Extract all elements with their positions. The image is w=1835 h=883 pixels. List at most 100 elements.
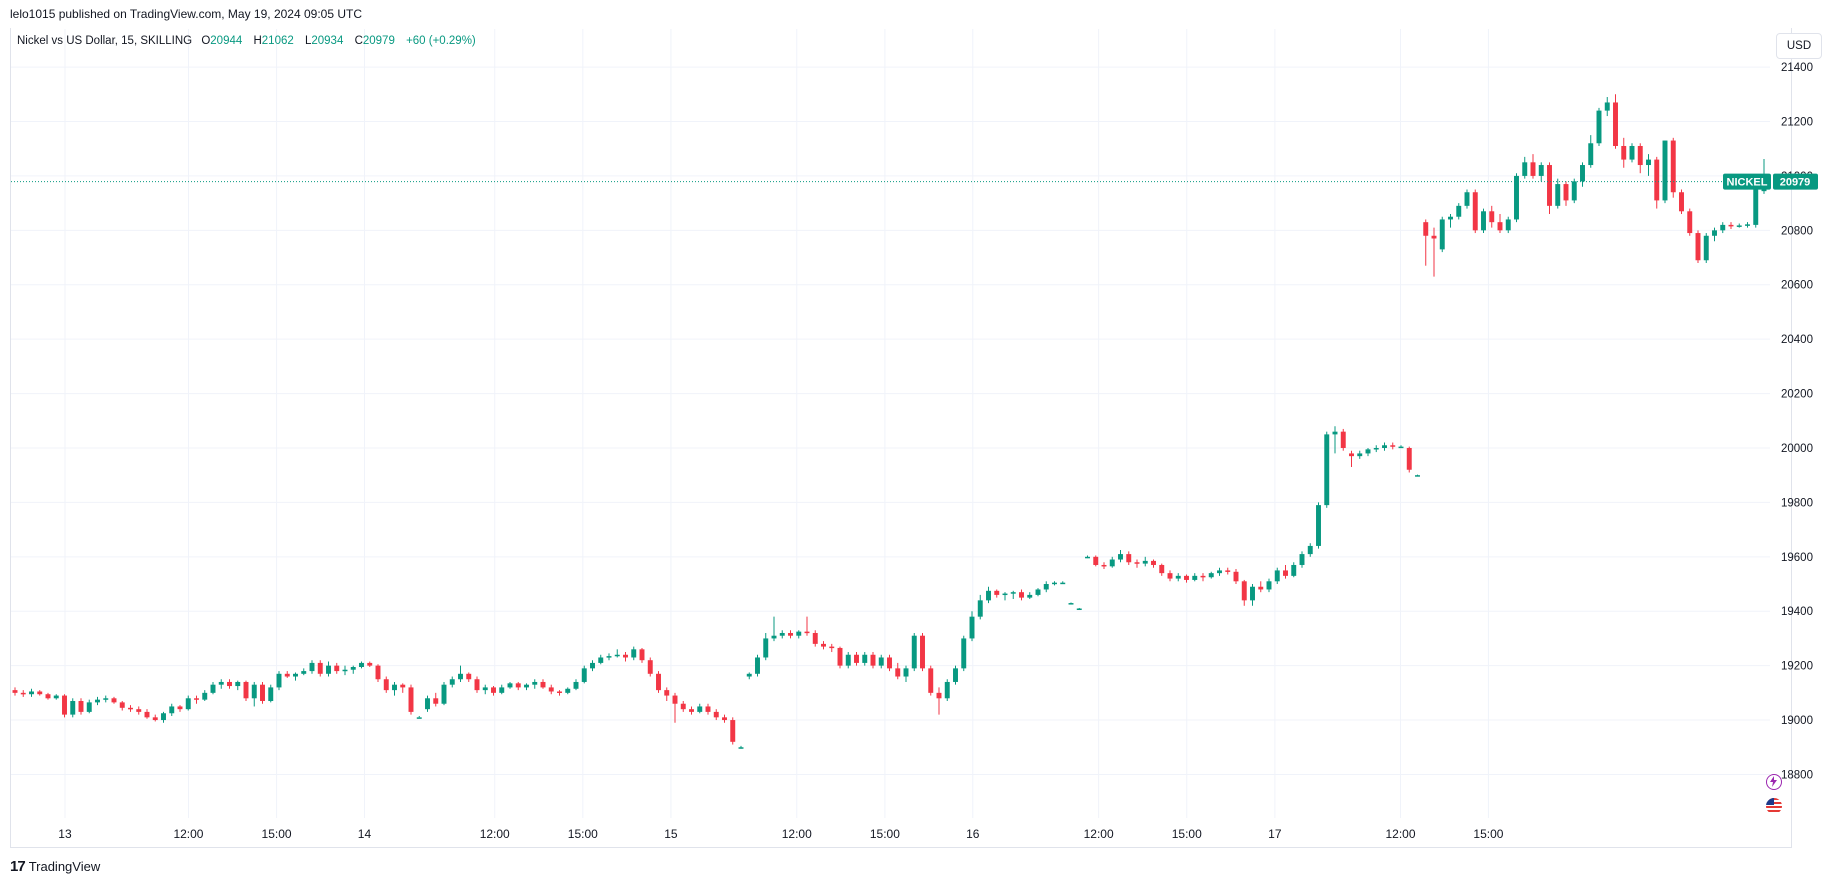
candle-body [1307,545,1313,555]
candle-body [1448,216,1453,220]
candle-body [474,679,480,691]
y-tick-label: 19000 [1781,715,1813,727]
candle-body [1134,562,1140,564]
candle-body [482,687,488,691]
candle-body [656,673,661,691]
lightning-icon[interactable] [1766,774,1782,790]
candle-body [598,657,604,663]
candle-body [45,694,51,699]
candle-body [29,691,34,695]
candle-body [755,657,760,674]
candle-body [458,673,463,680]
candle-body [210,684,216,693]
candle-body [623,654,628,658]
candle-body [1052,582,1057,585]
tradingview-logo-icon[interactable]: 17 [10,858,26,875]
candle-body [326,665,331,674]
candle-body [689,709,694,712]
x-tick-label: 15:00 [262,827,292,841]
candle-body [1373,447,1379,450]
candle-body [1415,475,1420,477]
candle-body [1472,192,1478,231]
candle-body [977,600,983,617]
last-price-value: 20979 [1780,177,1811,189]
candle-body [1068,603,1074,605]
open-label: O [201,35,211,47]
candle-body [1241,581,1247,601]
candle-body [779,632,785,636]
currency-button[interactable]: USD [1776,33,1822,59]
candle-body [1464,192,1470,206]
candle-body [1208,573,1214,578]
y-tick-label: 20000 [1781,443,1813,455]
candle-body [1695,233,1701,261]
candle-body [1489,211,1495,223]
candle-body [524,684,529,688]
candle-body [639,649,645,661]
candle-body [969,616,975,639]
y-tick-label: 19800 [1781,497,1813,509]
candle-body [416,717,422,719]
candle-body [1629,145,1635,160]
x-tick-label: 15:00 [870,827,900,841]
candle-body [1728,224,1734,227]
candle-body [796,631,802,636]
candle-body [350,667,356,670]
candle-body [1580,165,1585,182]
candle-body [1274,570,1280,582]
candle-body [1745,224,1750,226]
candle-body [1101,564,1107,567]
candle-body [136,709,142,712]
candle-body [1258,586,1264,590]
candle-body [1497,222,1503,231]
candle-body [194,698,199,700]
candle-body [1142,560,1148,564]
candle-body [152,717,158,721]
candle-body [1126,554,1132,563]
us-flag-icon[interactable] [1766,798,1782,814]
y-tick-label: 20600 [1781,280,1813,292]
candle-body [1563,184,1569,201]
candle-body [540,681,546,688]
publisher-line: lelo1015 published on TradingView.com, M… [10,7,363,21]
candle-body [268,687,274,702]
x-tick-label: 12:00 [480,827,510,841]
footer-brand[interactable]: TradingView [28,859,101,874]
candle-body [713,711,719,718]
candle-body [928,668,934,693]
high-label: H [253,35,262,47]
candle-body [664,690,670,696]
change-value: +60 (+0.29%) [406,35,476,47]
symbol-legend: Nickel vs US Dollar, 15, SKILLING O20944… [17,35,484,47]
candle-body [1423,222,1429,236]
candle-body [771,635,777,639]
candle-body [78,701,84,712]
candle-body [1332,431,1338,435]
candle-body [738,747,744,749]
candle-body [870,654,876,666]
candle-body [581,668,587,682]
candle-body [953,668,958,682]
candle-body [1547,165,1552,206]
x-tick-label: 12:00 [173,827,203,841]
candle-body [1027,594,1033,598]
candle-body [1093,556,1099,565]
candle-body [1637,145,1643,166]
candle-body [144,711,150,718]
candle-body [449,679,455,685]
candle-body [1291,564,1297,576]
x-tick-label: 17 [1268,827,1282,841]
y-tick-label: 20200 [1781,389,1813,401]
y-tick-label: 19200 [1781,661,1813,673]
candle-body [62,695,67,715]
candle-body [425,698,430,710]
candle-body [1357,453,1363,457]
candle-body [911,635,917,669]
chart-frame [10,28,1792,848]
close-label: C [354,35,363,47]
open-value: 20944 [210,35,243,47]
candle-body [276,673,282,688]
candle-body [334,665,340,672]
candle-body [408,687,414,712]
